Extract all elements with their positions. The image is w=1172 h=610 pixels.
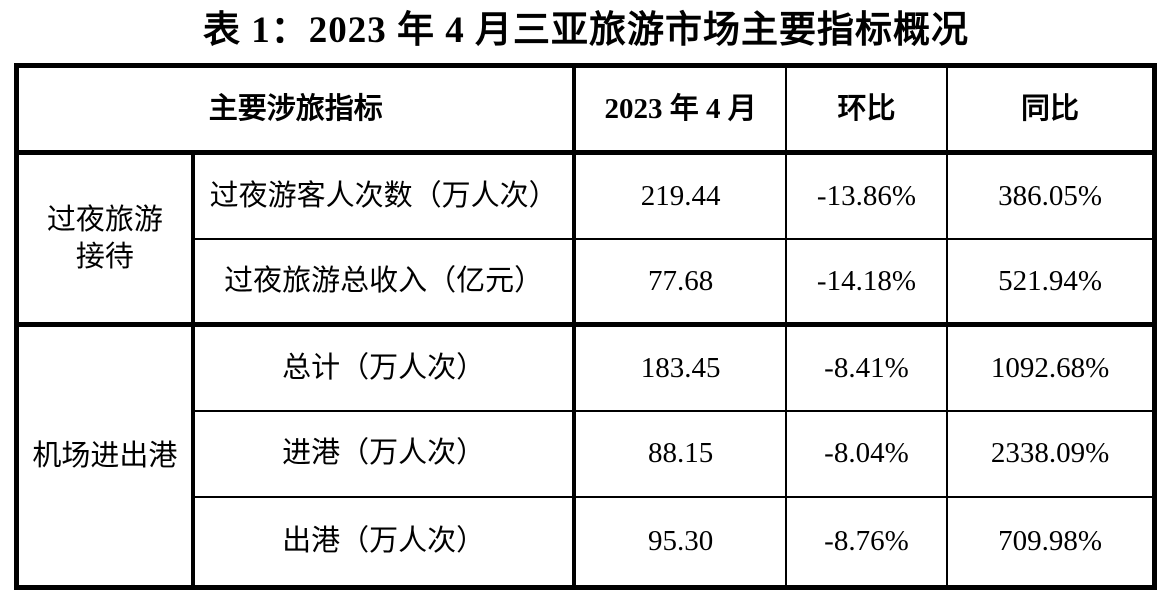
yoy-cell: 709.98% <box>946 495 1156 589</box>
indicators-table: 主要涉旅指标 2023 年 4 月 环比 同比 过夜旅游 接待 过夜游客人次数（… <box>14 63 1157 590</box>
mom-cell: -14.18% <box>784 237 949 327</box>
mom-cell: -8.76% <box>784 495 949 589</box>
indicator-cell: 总计（万人次） <box>191 323 577 412</box>
value-cell: 88.15 <box>573 409 787 498</box>
table-row: 机场进出港 总计（万人次） 183.45 -8.41% 1092.68% <box>15 323 1156 589</box>
value-cell: 95.30 <box>573 495 787 589</box>
table-row: 过夜旅游总收入（亿元） 77.68 -14.18% 521.94% <box>17 237 1156 327</box>
table-row: 出港（万人次） 95.30 -8.76% 709.98% <box>17 495 1156 589</box>
header-main-indicators: 主要涉旅指标 <box>15 64 577 155</box>
mom-cell: -8.41% <box>784 323 949 412</box>
header-mom: 环比 <box>784 64 949 155</box>
group-label-overnight-tourism: 过夜旅游 接待 <box>15 151 195 327</box>
indicator-cell: 出港（万人次） <box>191 495 577 589</box>
yoy-cell: 2338.09% <box>946 409 1156 498</box>
group-label-airport: 机场进出港 <box>15 323 195 589</box>
indicator-cell: 进港（万人次） <box>191 409 577 498</box>
mom-cell: -13.86% <box>784 151 949 240</box>
table-row: 过夜旅游 接待 过夜游客人次数（万人次） 219.44 -13.86% 386.… <box>15 151 1156 327</box>
indicator-cell: 过夜旅游总收入（亿元） <box>191 237 577 327</box>
table-title: 表 1：2023 年 4 月三亚旅游市场主要指标概况 <box>203 10 969 51</box>
yoy-cell: 1092.68% <box>946 323 1156 412</box>
value-cell: 77.68 <box>573 237 787 327</box>
header-yoy: 同比 <box>946 64 1156 155</box>
mom-cell: -8.04% <box>784 409 949 498</box>
value-cell: 183.45 <box>573 323 787 412</box>
header-period: 2023 年 4 月 <box>573 64 787 155</box>
yoy-cell: 386.05% <box>946 151 1156 240</box>
table-row: 进港（万人次） 88.15 -8.04% 2338.09% <box>17 409 1156 498</box>
indicator-cell: 过夜游客人次数（万人次） <box>191 151 577 240</box>
value-cell: 219.44 <box>573 151 787 240</box>
yoy-cell: 521.94% <box>946 237 1156 327</box>
header-row: 主要涉旅指标 2023 年 4 月 环比 同比 <box>15 64 1156 155</box>
